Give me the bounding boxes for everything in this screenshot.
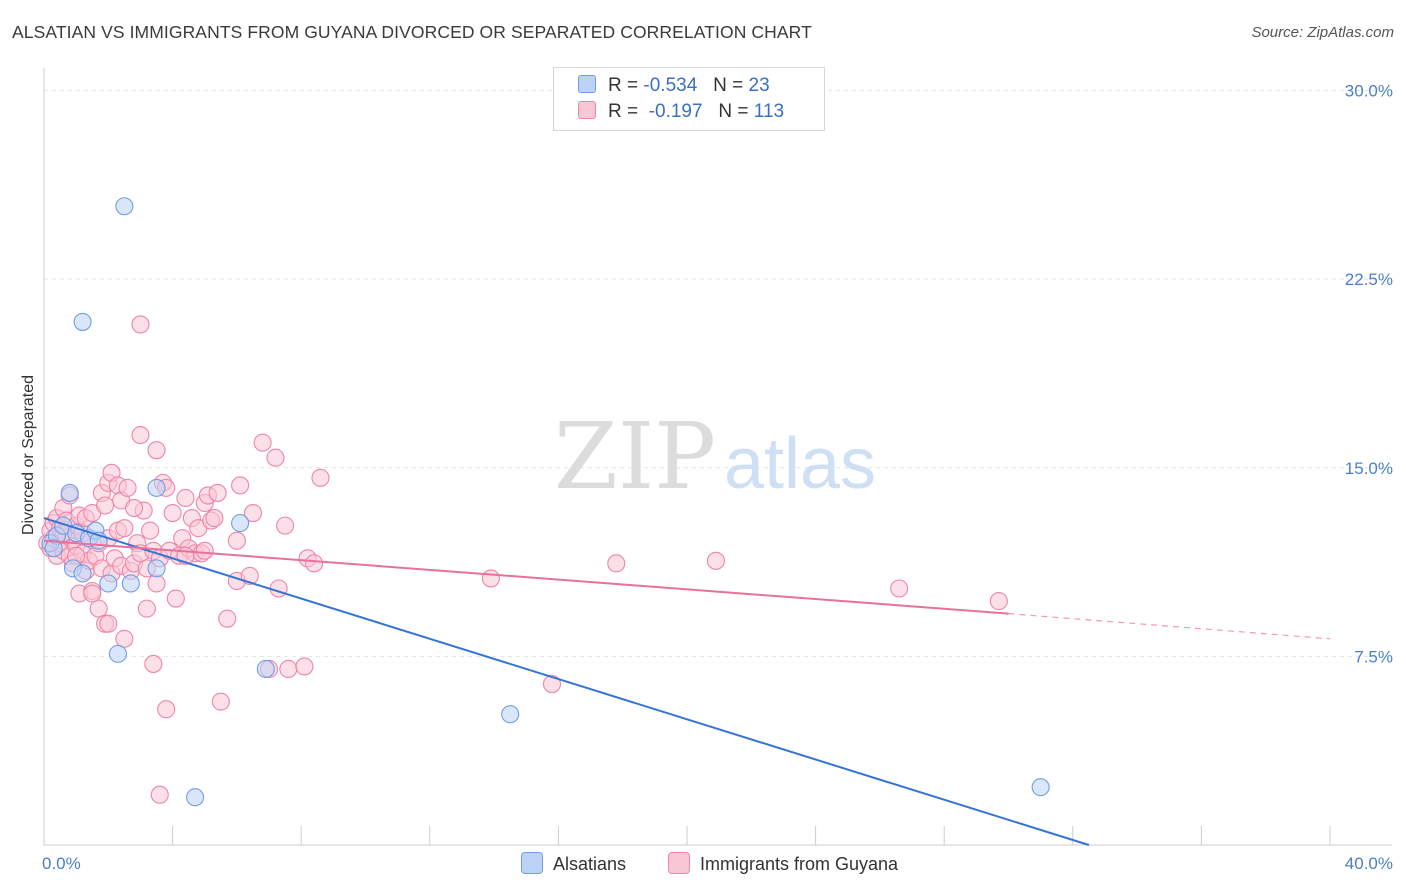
- x-tick-labels: 0.0% 40.0%: [42, 854, 1393, 873]
- guyana-point: [481, 569, 500, 588]
- guyana-point: [141, 521, 160, 540]
- legend-n-value: 23: [748, 75, 770, 96]
- guyana-trend-line: [43, 539, 1009, 615]
- watermark-atlas: atlas: [724, 424, 876, 504]
- guyana-point: [131, 315, 150, 334]
- guyana-point: [218, 609, 237, 628]
- y-tick-label: 22.5%: [1345, 270, 1393, 289]
- watermark-zip: ZIP: [554, 403, 716, 510]
- bottom-legend-swatch-pink: [668, 852, 690, 874]
- guyana-point: [195, 541, 214, 560]
- guyana-point: [115, 629, 134, 648]
- guyana-point: [989, 592, 1008, 611]
- legend-swatch-pink: [578, 101, 596, 119]
- guyana-point: [89, 599, 108, 618]
- alsatian-point: [99, 574, 118, 593]
- guyana-point: [279, 659, 298, 679]
- alsatian-point: [121, 574, 140, 593]
- alsatian-point: [73, 564, 92, 583]
- alsatian-point: [1031, 778, 1050, 797]
- legend-n-label: N =: [713, 75, 744, 96]
- alsatian-point: [501, 705, 520, 724]
- guyana-point: [890, 579, 909, 598]
- guyana-point: [607, 554, 626, 573]
- guyana-point: [266, 448, 285, 467]
- guyana-point: [176, 488, 195, 508]
- guyana-point: [243, 504, 263, 523]
- guyana-point: [706, 551, 725, 570]
- guyana-point: [144, 654, 163, 673]
- bottom-legend-alsatians: Alsatians: [521, 852, 626, 875]
- guyana-point: [131, 426, 150, 445]
- guyana-point: [115, 519, 134, 538]
- alsatian-point: [60, 483, 79, 502]
- guyana-point: [231, 476, 250, 495]
- guyana-point: [96, 496, 115, 515]
- guyana-point: [147, 574, 166, 593]
- alsatian-point: [108, 644, 127, 663]
- chart-title: ALSATIAN VS IMMIGRANTS FROM GUYANA DIVOR…: [12, 22, 812, 42]
- alsatian-point: [231, 514, 250, 533]
- y-tick-labels: 7.5% 15.0% 22.5% 30.0%: [1345, 82, 1393, 667]
- legend-r-label: R =: [608, 101, 639, 122]
- guyana-point: [157, 700, 176, 719]
- guyana-point: [305, 554, 324, 573]
- alsatian-trend-line: [43, 517, 1090, 846]
- legend-row-guyana: R = -0.197 N = 113: [578, 101, 784, 125]
- legend-row-alsatians: R = -0.534 N = 23: [578, 75, 770, 99]
- alsatian-point: [256, 659, 275, 679]
- guyana-point: [295, 657, 314, 676]
- trend-lines: [43, 517, 1331, 846]
- guyana-point: [227, 531, 246, 550]
- legend-n-value: 113: [753, 101, 785, 122]
- x-tick-label: 40.0%: [1345, 854, 1393, 873]
- y-axis-title: Divorced or Separated: [20, 375, 37, 535]
- y-tick-label: 30.0%: [1345, 82, 1393, 101]
- legend-swatch-blue: [578, 75, 596, 93]
- y-tick-label: 7.5%: [1354, 647, 1393, 666]
- guyana-trend-extension: [1008, 613, 1331, 640]
- guyana-point: [118, 478, 137, 497]
- bottom-legend-label: Immigrants from Guyana: [700, 854, 899, 874]
- guyana-point: [542, 675, 562, 694]
- guyana-point: [124, 498, 144, 518]
- alsatian-point: [44, 539, 63, 558]
- alsatian-point: [73, 312, 92, 331]
- x-tick-label: 0.0%: [42, 854, 81, 873]
- guyana-point: [137, 599, 156, 618]
- alsatian-point: [147, 478, 166, 497]
- source-label: Source: ZipAtlas.com: [1251, 24, 1394, 41]
- guyana-point: [208, 483, 227, 502]
- guyana-point: [211, 692, 230, 711]
- guyana-point: [150, 785, 169, 804]
- guyana-point: [269, 579, 288, 598]
- data-points: [38, 197, 1050, 807]
- bottom-legend-label: Alsatians: [553, 854, 627, 874]
- guyana-point: [83, 584, 102, 603]
- correlation-legend: R = -0.534 N = 23 R = -0.197 N = 113: [553, 67, 825, 131]
- legend-r-label: R =: [608, 75, 639, 96]
- legend-r-value: -0.197: [648, 101, 703, 122]
- guyana-point: [147, 441, 166, 460]
- axes: [43, 68, 1392, 846]
- alsatian-point: [115, 197, 134, 216]
- legend-r-value: -0.534: [643, 75, 698, 96]
- bottom-legend-guyana: Immigrants from Guyana: [668, 852, 898, 875]
- guyana-point: [205, 509, 224, 528]
- guyana-point: [253, 433, 272, 452]
- y-tick-label: 15.0%: [1345, 459, 1393, 478]
- watermark: ZIP atlas: [554, 403, 876, 510]
- alsatian-point: [186, 788, 205, 807]
- bottom-legend-swatch-blue: [521, 852, 543, 874]
- guyana-point: [163, 504, 182, 523]
- alsatian-point: [147, 559, 166, 578]
- guyana-point: [276, 516, 295, 535]
- legend-n-label: N =: [718, 101, 749, 122]
- guyana-point: [166, 589, 185, 608]
- guyana-point: [311, 468, 330, 487]
- guyana-point: [99, 614, 118, 633]
